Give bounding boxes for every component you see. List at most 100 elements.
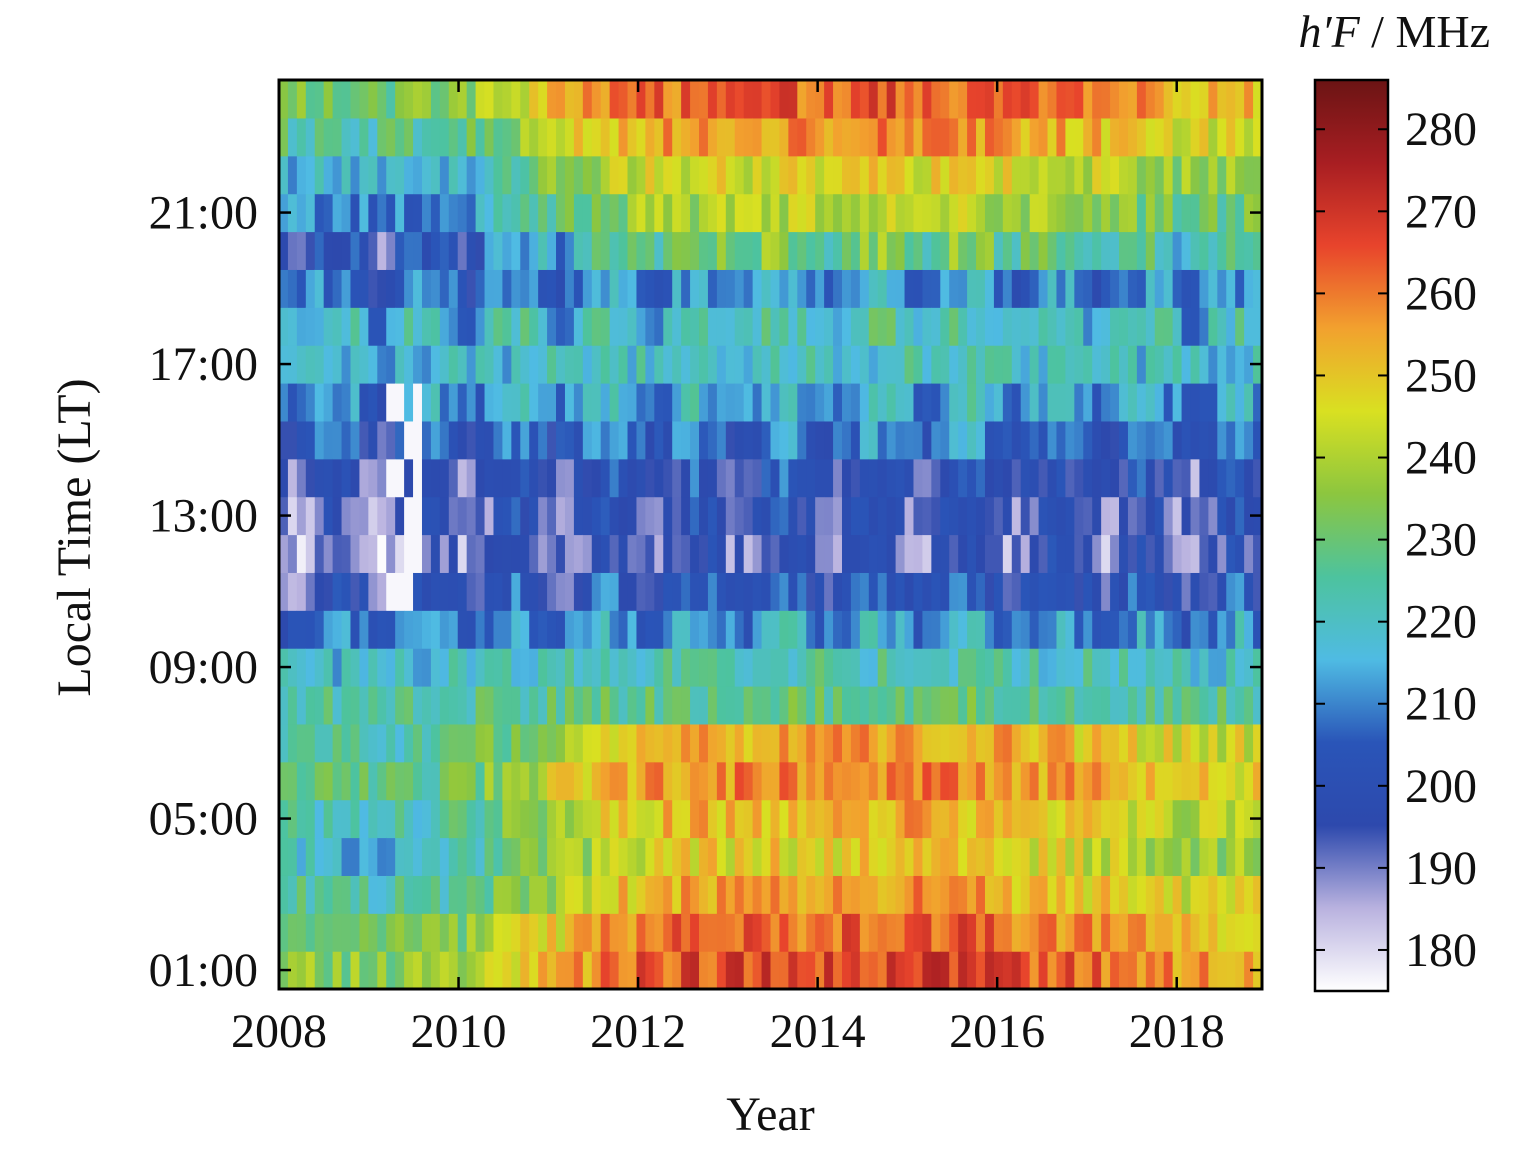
heatmap-cell bbox=[824, 420, 834, 460]
heatmap-cell bbox=[1226, 383, 1236, 422]
heatmap-cell bbox=[287, 686, 298, 725]
heatmap-cell bbox=[984, 307, 995, 346]
heatmap-cell bbox=[1092, 383, 1102, 422]
heatmap-cell bbox=[600, 420, 611, 460]
heatmap-cell bbox=[323, 686, 334, 725]
heatmap-cell bbox=[868, 799, 879, 839]
heatmap-cell bbox=[484, 117, 495, 157]
heatmap-cell bbox=[1038, 155, 1049, 195]
heatmap-cell bbox=[538, 307, 548, 346]
heatmap-cell bbox=[600, 231, 611, 270]
heatmap-cell bbox=[743, 307, 754, 346]
heatmap-cell bbox=[725, 875, 736, 914]
heatmap-cell bbox=[1244, 458, 1254, 498]
heatmap-cell bbox=[502, 723, 512, 763]
heatmap-cell bbox=[466, 307, 477, 346]
heatmap-cell bbox=[940, 80, 950, 119]
heatmap-cell bbox=[761, 875, 772, 914]
heatmap-cell bbox=[556, 345, 566, 384]
heatmap-cell bbox=[529, 761, 539, 801]
heatmap-cell bbox=[859, 761, 870, 801]
heatmap-cell bbox=[815, 610, 825, 649]
heatmap-cell bbox=[797, 837, 807, 876]
heatmap-cell bbox=[1119, 837, 1129, 876]
heatmap-cell bbox=[734, 231, 745, 270]
heatmap-cell bbox=[797, 496, 807, 536]
heatmap-cell bbox=[430, 913, 441, 952]
heatmap-cell bbox=[743, 951, 754, 990]
heatmap-cell bbox=[350, 913, 361, 952]
heatmap-cell bbox=[850, 383, 861, 422]
heatmap-cell bbox=[636, 155, 646, 195]
heatmap-cell bbox=[654, 534, 664, 573]
heatmap-cell bbox=[904, 799, 915, 839]
heatmap-cell bbox=[1038, 458, 1049, 498]
heatmap-cell bbox=[1119, 193, 1129, 233]
heatmap-cell bbox=[716, 951, 727, 990]
heatmap-cell bbox=[949, 686, 959, 725]
heatmap-cell bbox=[770, 307, 781, 346]
heatmap-cell bbox=[564, 686, 575, 725]
heatmap-cell bbox=[734, 761, 745, 801]
heatmap-cell bbox=[886, 686, 897, 725]
heatmap-cell bbox=[1083, 837, 1093, 876]
heatmap-cell bbox=[1127, 193, 1138, 233]
heatmap-cell bbox=[323, 951, 334, 990]
heatmap-cell bbox=[993, 307, 1004, 346]
heatmap-cell bbox=[868, 648, 879, 687]
heatmap-cell bbox=[296, 610, 307, 649]
heatmap-cell bbox=[1253, 117, 1263, 157]
heatmap-cell bbox=[350, 458, 361, 498]
heatmap-cell bbox=[976, 383, 986, 422]
heatmap-cell bbox=[618, 761, 629, 801]
heatmap-cell bbox=[386, 610, 396, 649]
heatmap-cell bbox=[556, 80, 566, 119]
heatmap-cell bbox=[359, 610, 369, 649]
heatmap-cell bbox=[806, 837, 816, 876]
heatmap-cell bbox=[609, 913, 620, 952]
heatmap-cell bbox=[833, 193, 843, 233]
heatmap-cell bbox=[1074, 155, 1084, 195]
heatmap-cell bbox=[725, 951, 736, 990]
heatmap-cell bbox=[877, 496, 888, 536]
heatmap-cell bbox=[1029, 723, 1040, 763]
heatmap-cell bbox=[716, 458, 727, 498]
heatmap-cell bbox=[1217, 420, 1227, 460]
heatmap-cell bbox=[904, 534, 915, 573]
heatmap-cell bbox=[296, 80, 307, 119]
heatmap-cell bbox=[1127, 496, 1138, 536]
heatmap-cell bbox=[1217, 572, 1227, 611]
heatmap-cell bbox=[350, 496, 361, 536]
heatmap-cell bbox=[1190, 837, 1201, 876]
heatmap-cell bbox=[1253, 307, 1263, 346]
heatmap-cell bbox=[1181, 458, 1192, 498]
heatmap-cell bbox=[850, 951, 861, 990]
heatmap-cell bbox=[895, 80, 906, 119]
heatmap-cell bbox=[734, 799, 745, 839]
heatmap-cell bbox=[1002, 648, 1013, 687]
heatmap-cell bbox=[949, 951, 959, 990]
heatmap-cell bbox=[591, 458, 602, 498]
heatmap-cell bbox=[654, 837, 664, 876]
heatmap-cell bbox=[841, 648, 852, 687]
heatmap-cell bbox=[976, 345, 986, 384]
heatmap-cell bbox=[448, 799, 459, 839]
heatmap-cell bbox=[984, 837, 995, 876]
heatmap-cell bbox=[859, 572, 870, 611]
heatmap-cell bbox=[868, 420, 879, 460]
heatmap-cell bbox=[1253, 420, 1263, 460]
heatmap-cell bbox=[1154, 80, 1165, 119]
heatmap-cell bbox=[681, 799, 691, 839]
heatmap-cell bbox=[788, 231, 798, 270]
heatmap-cell bbox=[672, 458, 682, 498]
heatmap-cell bbox=[1136, 231, 1147, 270]
heatmap-cell bbox=[1074, 534, 1084, 573]
heatmap-cell bbox=[967, 496, 977, 536]
heatmap-cell bbox=[1136, 534, 1147, 573]
heatmap-cell bbox=[502, 420, 512, 460]
heatmap-cell bbox=[1056, 269, 1066, 308]
heatmap-cell bbox=[877, 648, 888, 687]
heatmap-cell bbox=[797, 193, 807, 233]
heatmap-cell bbox=[1119, 648, 1129, 687]
heatmap-cell bbox=[1253, 155, 1263, 195]
